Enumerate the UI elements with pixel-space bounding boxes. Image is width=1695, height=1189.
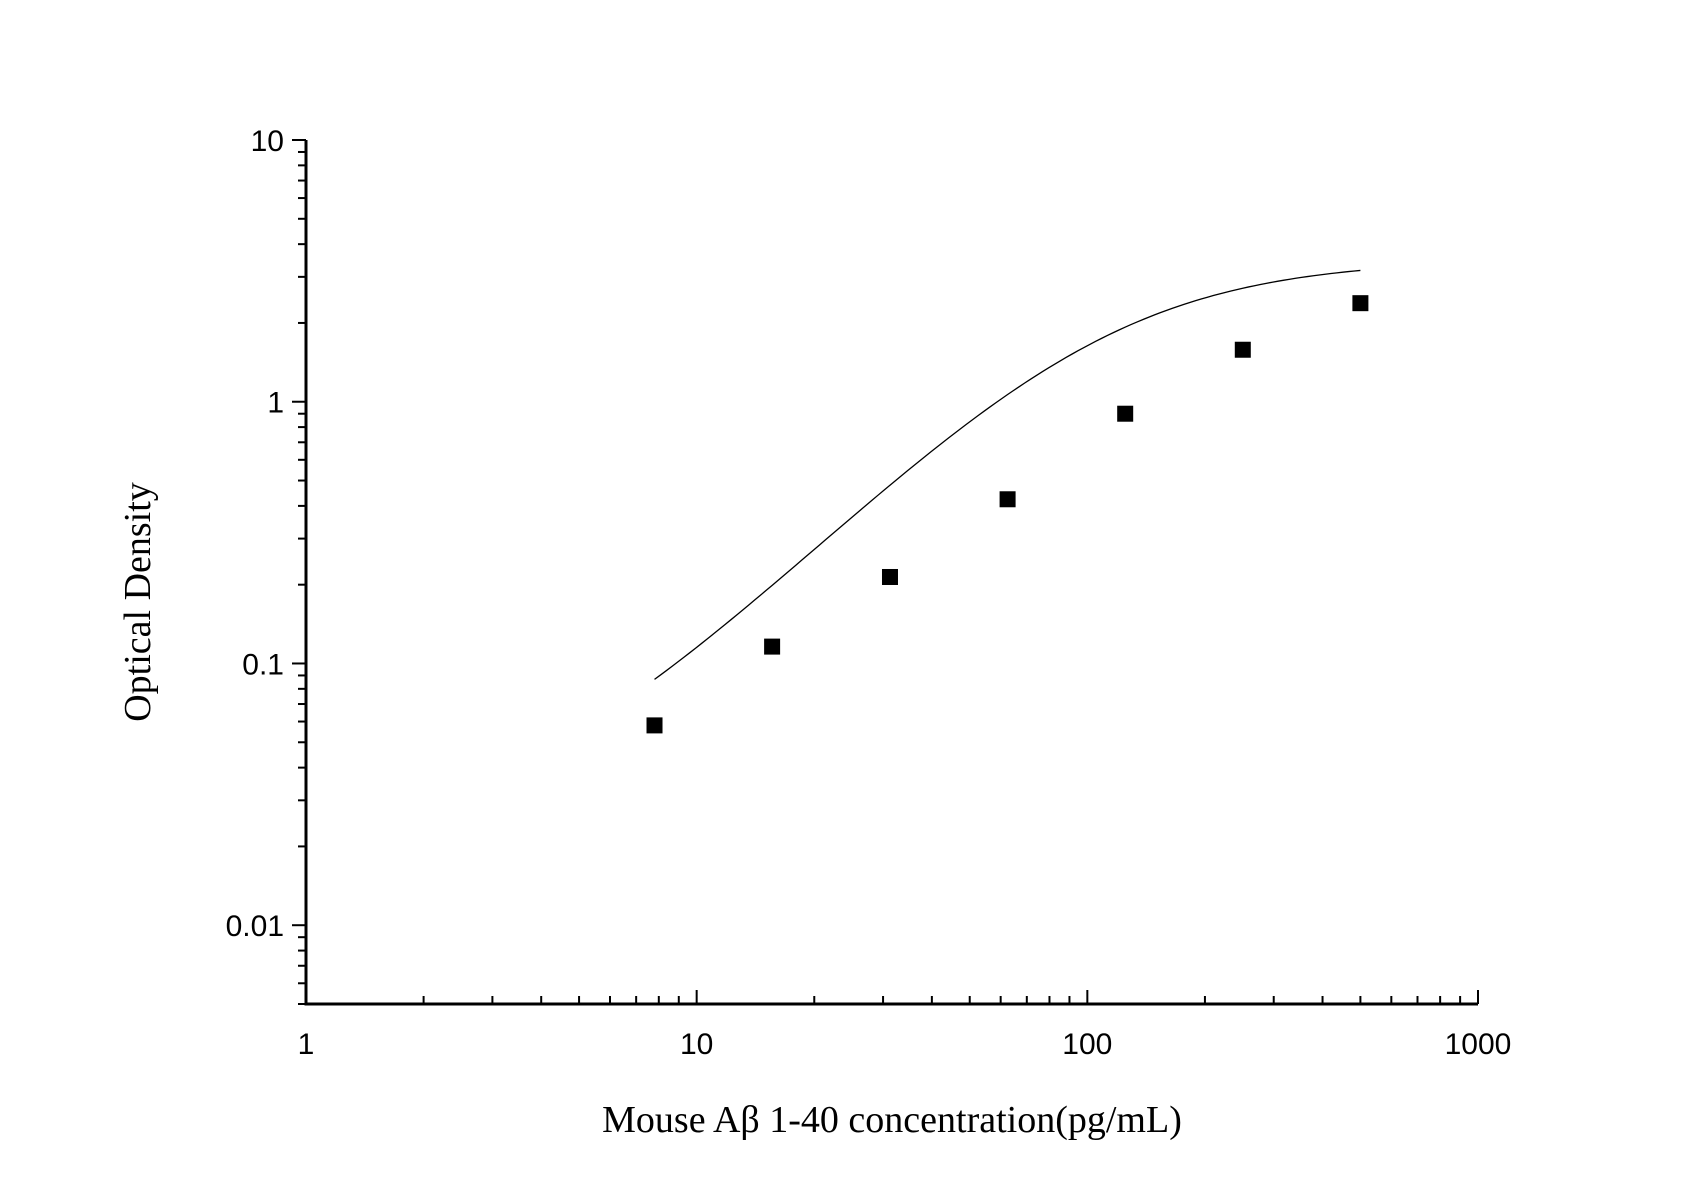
standard-curve-line <box>654 269 1361 680</box>
data-point <box>1352 295 1369 312</box>
data-point <box>646 717 663 734</box>
y-tick-label: 1 <box>267 387 284 420</box>
data-point <box>1117 405 1134 422</box>
data-point <box>881 568 898 585</box>
x-tick-label: 1000 <box>1445 1028 1512 1061</box>
data-point <box>999 491 1016 508</box>
data-point <box>1234 341 1251 358</box>
y-axis-ticks <box>292 139 306 1005</box>
y-tick-label: 0.1 <box>242 648 284 681</box>
y-tick-label: 0.01 <box>226 910 284 943</box>
x-axis-ticks <box>305 990 1479 1004</box>
x-tick-label: 10 <box>680 1028 713 1061</box>
data-point <box>764 638 781 655</box>
y-axis-tick-labels: 0.01 0.1 1 10 <box>226 125 284 943</box>
axes-frame <box>304 140 1478 1006</box>
x-axis-title: Mouse Aβ 1-40 concentration(pg/mL) <box>602 1099 1182 1141</box>
y-tick-label: 10 <box>251 125 284 158</box>
x-tick-label: 100 <box>1062 1028 1112 1061</box>
x-tick-label: 1 <box>298 1028 315 1061</box>
data-points <box>646 295 1369 734</box>
y-axis-title: Optical Density <box>117 482 159 722</box>
x-axis-tick-labels: 1 10 100 1000 <box>298 1028 1512 1061</box>
